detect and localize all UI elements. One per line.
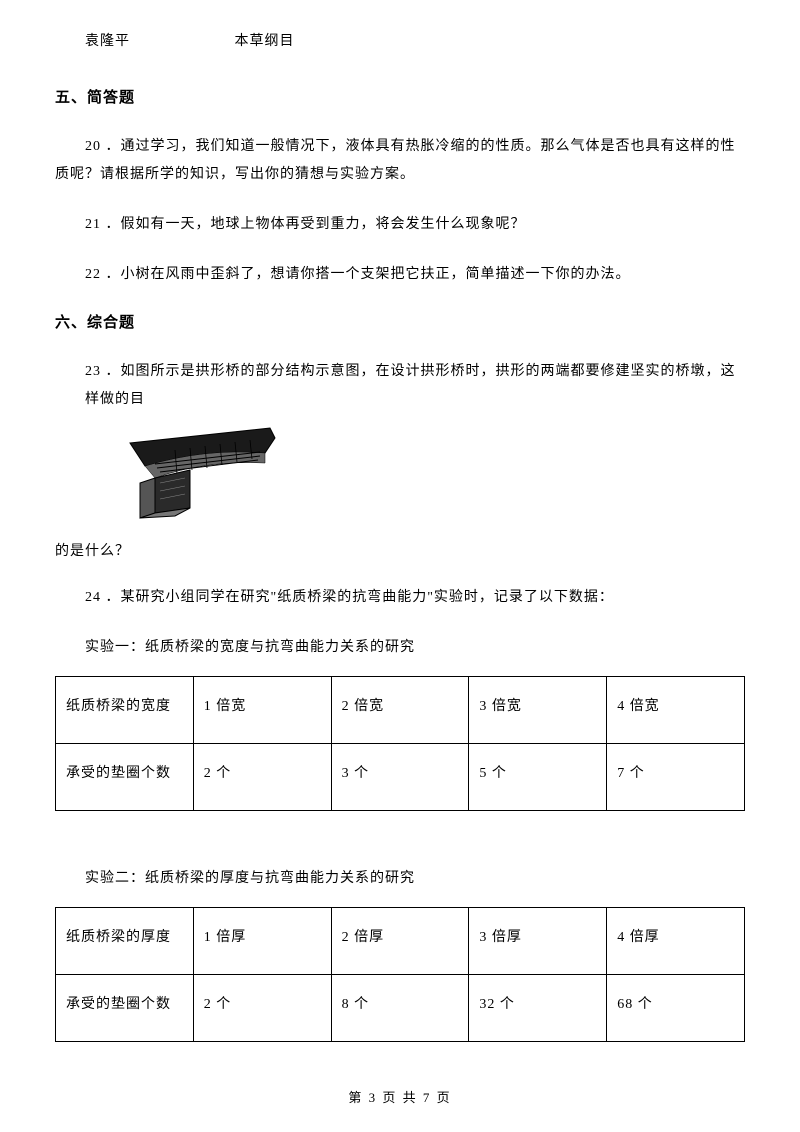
cell: 承受的垫圈个数 (56, 975, 194, 1042)
name-yuanlongping: 袁隆平 (85, 34, 130, 49)
cell: 32 个 (469, 975, 607, 1042)
cell: 承受的垫圈个数 (56, 744, 194, 811)
question-21: 21 ．假如有一天，地球上物体再受到重力，将会发生什么现象呢？ (85, 211, 745, 239)
cell: 1 倍宽 (193, 677, 331, 744)
cell: 68 个 (607, 975, 745, 1042)
cell: 3 个 (331, 744, 469, 811)
cell: 5 个 (469, 744, 607, 811)
experiment-1-table: 纸质桥梁的宽度 1 倍宽 2 倍宽 3 倍宽 4 倍宽 承受的垫圈个数 2 个 … (55, 676, 745, 811)
cell: 8 个 (331, 975, 469, 1042)
cell: 纸质桥梁的厚度 (56, 908, 194, 975)
section-6-heading: 六、综合题 (55, 311, 745, 332)
cell: 3 倍厚 (469, 908, 607, 975)
section-5-heading: 五、简答题 (55, 86, 745, 107)
experiment-1-caption: 实验一：纸质桥梁的宽度与抗弯曲能力关系的研究 (85, 634, 745, 662)
table-row: 承受的垫圈个数 2 个 8 个 32 个 68 个 (56, 975, 745, 1042)
page-footer: 第 3 页 共 7 页 (0, 1087, 800, 1106)
table-row: 纸质桥梁的宽度 1 倍宽 2 倍宽 3 倍宽 4 倍宽 (56, 677, 745, 744)
question-24: 24 ．某研究小组同学在研究"纸质桥梁的抗弯曲能力"实验时，记录了以下数据： (85, 584, 745, 612)
experiment-2-caption: 实验二：纸质桥梁的厚度与抗弯曲能力关系的研究 (85, 865, 745, 893)
cell: 4 倍厚 (607, 908, 745, 975)
cell: 2 倍宽 (331, 677, 469, 744)
question-23-line2: 的是什么？ (55, 538, 745, 566)
question-22: 22 ．小树在风雨中歪斜了，想请你搭一个支架把它扶正，简单描述一下你的办法。 (85, 261, 745, 289)
cell: 2 个 (193, 975, 331, 1042)
cell: 1 倍厚 (193, 908, 331, 975)
table-row: 承受的垫圈个数 2 个 3 个 5 个 7 个 (56, 744, 745, 811)
question-20-text: 20 ．通过学习，我们知道一般情况下，液体具有热胀冷缩的的性质。那么气体是否也具… (55, 139, 736, 182)
cell: 7 个 (607, 744, 745, 811)
cell: 2 倍厚 (331, 908, 469, 975)
cell: 4 倍宽 (607, 677, 745, 744)
cell: 2 个 (193, 744, 331, 811)
cell: 纸质桥梁的宽度 (56, 677, 194, 744)
arch-bridge-icon (115, 418, 285, 538)
cell: 3 倍宽 (469, 677, 607, 744)
bridge-figure-block (55, 418, 745, 538)
question-20: 20 ．通过学习，我们知道一般情况下，液体具有热胀冷缩的的性质。那么气体是否也具… (55, 133, 745, 189)
top-reference-line: 袁隆平 本草纲目 (85, 30, 745, 50)
experiment-2-table: 纸质桥梁的厚度 1 倍厚 2 倍厚 3 倍厚 4 倍厚 承受的垫圈个数 2 个 … (55, 907, 745, 1042)
name-bencaogangmu: 本草纲目 (235, 34, 295, 49)
table-row: 纸质桥梁的厚度 1 倍厚 2 倍厚 3 倍厚 4 倍厚 (56, 908, 745, 975)
question-23-line1: 23 ．如图所示是拱形桥的部分结构示意图，在设计拱形桥时，拱形的两端都要修建坚实… (85, 358, 745, 414)
